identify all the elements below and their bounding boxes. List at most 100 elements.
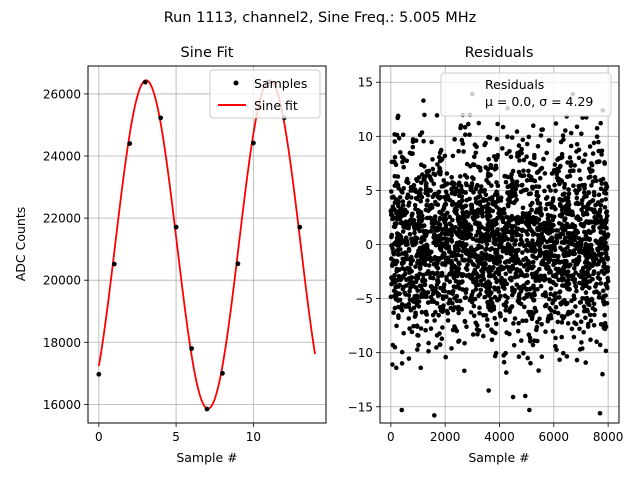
residual-point <box>537 316 542 322</box>
residual-point <box>413 240 418 245</box>
residual-point <box>515 232 521 237</box>
residuals-legend-box <box>440 72 612 117</box>
residual-point <box>486 134 491 140</box>
residual-point <box>443 189 449 195</box>
residual-point <box>460 141 466 146</box>
sine-fit-ytick-label: 18000 <box>43 336 81 350</box>
residual-point <box>471 262 477 268</box>
residual-point <box>568 168 574 174</box>
residual-point <box>566 199 571 204</box>
residual-point <box>584 211 590 217</box>
residual-point <box>513 248 518 253</box>
residual-point <box>602 302 607 307</box>
residual-point <box>418 210 424 215</box>
residual-point <box>546 138 552 143</box>
residual-point <box>501 302 507 308</box>
residual-point <box>521 257 526 263</box>
sample-point <box>297 224 303 230</box>
residual-point <box>389 195 395 200</box>
residual-point <box>542 171 548 176</box>
residual-point <box>404 179 409 185</box>
residual-point <box>518 237 524 243</box>
residual-point <box>436 274 441 279</box>
residual-point <box>568 130 574 136</box>
residuals-plot-area <box>388 91 611 418</box>
residual-point <box>545 316 551 322</box>
residual-point <box>464 175 470 180</box>
residual-point <box>579 131 584 137</box>
residual-point <box>485 317 490 322</box>
residual-point <box>412 230 417 236</box>
residual-point <box>579 207 584 213</box>
residual-point <box>434 345 439 350</box>
residual-point <box>603 281 608 287</box>
residual-point <box>436 292 442 298</box>
sine-fit-plot-area <box>96 79 316 412</box>
residual-point <box>574 190 579 196</box>
residual-point <box>461 242 466 247</box>
residual-point <box>595 213 601 218</box>
residual-point <box>389 212 395 218</box>
residual-point <box>407 200 412 205</box>
residual-point <box>557 201 563 207</box>
residual-point <box>496 272 502 277</box>
residual-point <box>402 256 407 262</box>
residual-point <box>534 216 540 222</box>
residual-point <box>508 217 514 223</box>
residual-point <box>492 202 498 208</box>
residual-point <box>448 227 454 233</box>
residual-point <box>494 165 499 171</box>
residual-point <box>434 333 440 338</box>
residual-point <box>543 329 548 335</box>
residual-point <box>539 354 545 360</box>
residual-point <box>488 268 494 273</box>
residual-point <box>392 132 397 137</box>
residual-point <box>429 218 435 223</box>
residual-point <box>460 248 466 254</box>
residual-point <box>511 200 517 206</box>
residual-point <box>405 242 410 247</box>
residual-point <box>494 155 500 160</box>
residual-point <box>436 189 442 195</box>
residual-point <box>562 181 567 187</box>
residual-point <box>407 297 413 303</box>
residual-point <box>462 341 467 346</box>
residual-point <box>534 277 540 283</box>
residual-point <box>415 273 421 279</box>
residual-point <box>571 183 576 188</box>
residual-point <box>464 324 469 330</box>
residual-point <box>489 183 494 188</box>
residual-point <box>421 138 426 144</box>
residual-point <box>438 248 444 253</box>
residual-point <box>456 214 461 219</box>
residual-point <box>598 281 604 286</box>
residual-point <box>439 211 444 216</box>
residual-point <box>473 286 479 292</box>
residual-point <box>396 247 401 253</box>
residual-point <box>411 305 417 311</box>
residual-point <box>532 249 537 254</box>
residual-point <box>407 280 412 286</box>
residual-point <box>559 276 565 281</box>
residual-point <box>442 282 447 287</box>
residual-point <box>470 215 476 220</box>
residual-point <box>549 205 554 210</box>
residual-point <box>458 123 464 128</box>
sine-fit-grid <box>88 66 326 423</box>
residual-point <box>591 190 597 195</box>
residual-point <box>498 209 504 215</box>
residual-point <box>557 295 562 300</box>
residual-point <box>505 241 511 247</box>
residual-point <box>484 213 490 219</box>
residual-point <box>402 290 408 296</box>
residual-point <box>554 228 559 233</box>
residual-point <box>539 261 544 267</box>
residual-point <box>451 275 457 280</box>
residual-point <box>424 312 430 317</box>
residual-point <box>445 310 451 316</box>
residual-point <box>587 312 593 318</box>
residual-point <box>478 287 484 293</box>
residual-point <box>469 299 475 305</box>
residual-point <box>419 309 425 315</box>
residual-point <box>476 120 482 126</box>
